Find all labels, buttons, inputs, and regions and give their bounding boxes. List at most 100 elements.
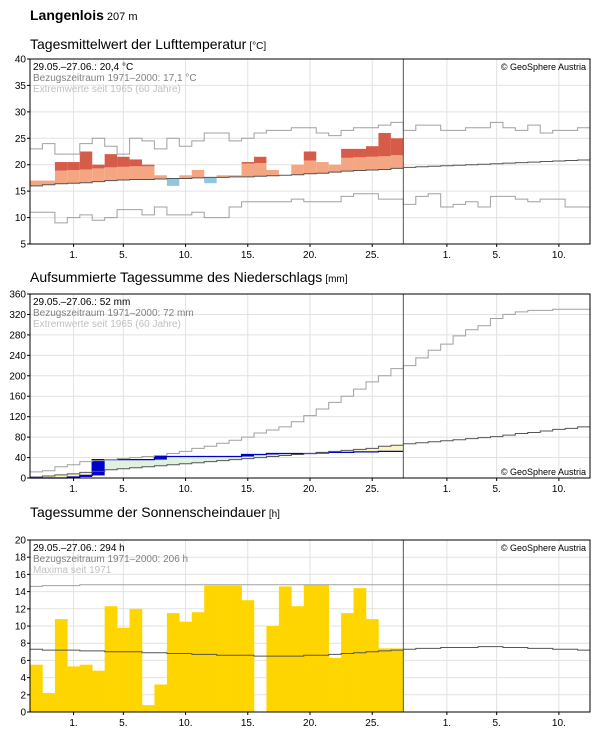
precipitation-extreme-max-line <box>30 308 590 473</box>
temperature-warm-bar <box>79 169 93 183</box>
temperature-warm-bar <box>179 175 192 179</box>
sunshine-y-tick-label: 20 <box>15 536 27 547</box>
sunshine-bar <box>179 621 193 712</box>
precipitation-daily-block <box>241 454 254 457</box>
temperature-warm-bar <box>341 157 354 172</box>
temperature-hot-bar <box>92 164 105 169</box>
precipitation-info-extreme: Extremwerte seit 1965 (60 Jahre) <box>33 319 181 330</box>
sunshine-bar <box>216 585 230 712</box>
precipitation-diff-area <box>378 446 391 452</box>
precipitation-x-tick-label: 10. <box>552 484 566 495</box>
sunshine-bar <box>241 600 255 712</box>
precipitation-diff-area <box>254 454 267 458</box>
temperature-y-tick-label: 15 <box>15 187 27 198</box>
temperature-warm-bar <box>353 157 366 171</box>
sunshine-bar <box>266 626 280 712</box>
precipitation-y-tick-label: 320 <box>9 310 26 321</box>
temperature-hot-bar <box>353 148 366 158</box>
precipitation-frame <box>29 293 591 479</box>
temperature-reference-line <box>30 159 590 187</box>
temperature-warm-bar <box>390 155 404 169</box>
temperature-chart-title: Tagesmittelwert der Lufttemperatur [°C] <box>30 36 266 52</box>
temperature-hot-bar <box>366 146 379 157</box>
temperature-info-reference: Bezugszeitraum 1971–2000: 17,1 °C <box>33 73 197 84</box>
temperature-hot-bar <box>341 148 354 158</box>
precipitation-info-reference: Bezugszeitraum 1971–2000: 72 mm <box>33 308 194 319</box>
sunshine-y-tick-label: 14 <box>15 587 27 598</box>
sunshine-bar <box>278 586 292 712</box>
temperature-x-tick-label: 1. <box>69 250 77 261</box>
sunshine-y-tick-label: 0 <box>20 708 26 719</box>
temperature-warm-bar <box>328 164 342 173</box>
temperature-x-tick-label: 15. <box>241 250 255 261</box>
precipitation-x-tick-label: 25. <box>365 484 379 495</box>
sunshine-y-tick-label: 10 <box>15 622 27 633</box>
sunshine-y-tick-label: 8 <box>20 639 26 650</box>
sunshine-bar <box>142 705 155 712</box>
sunshine-y-tick-label: 6 <box>20 656 26 667</box>
temperature-hot-bar <box>303 151 317 161</box>
precipitation-diff-area <box>129 459 142 468</box>
sunshine-bar <box>67 666 81 712</box>
sunshine-bar <box>366 619 379 712</box>
sunshine-frame <box>29 539 591 713</box>
precipitation-daily-block <box>92 459 105 476</box>
precipitation-diff-area <box>166 456 180 465</box>
sunshine-x-tick-label: 5. <box>119 718 127 729</box>
precipitation-chart-title: Aufsummierte Tagessumme des Niederschlag… <box>30 269 348 285</box>
precipitation-title-text: Aufsummierte Tagessumme des Niederschlag… <box>30 269 323 285</box>
temperature-info-current: 29.05.–27.06.: 20,4 °C <box>33 62 133 73</box>
temperature-hot-bar <box>129 159 142 167</box>
precipitation-daily-block <box>154 456 167 460</box>
precipitation-copyright: © GeoSphere Austria <box>501 467 586 477</box>
sunshine-bar <box>154 684 168 712</box>
sunshine-bar <box>166 613 180 712</box>
sunshine-x-tick-label: 10. <box>552 718 566 729</box>
temperature-hot-bar <box>67 162 80 170</box>
precipitation-info-current: 29.05.–27.06.: 52 mm <box>33 297 130 308</box>
precipitation-diff-area <box>366 448 379 452</box>
precipitation-diff-area <box>54 474 68 478</box>
precipitation-diff-area <box>142 459 155 467</box>
temperature-x-tick-label: 10. <box>179 250 193 261</box>
precipitation-unit: [mm] <box>325 274 348 285</box>
temperature-frame <box>29 58 591 245</box>
temperature-warm-bar <box>229 175 242 177</box>
temperature-warm-bar <box>117 166 130 181</box>
sunshine-reference-line <box>30 646 590 657</box>
temperature-y-tick-label: 10 <box>15 213 27 224</box>
precipitation-diff-area <box>216 456 230 461</box>
sunshine-bar <box>30 664 43 712</box>
temperature-extreme-min-line <box>30 193 590 224</box>
sunshine-bar <box>316 584 329 712</box>
temperature-unit: [°C] <box>249 41 267 52</box>
temperature-warm-bar <box>142 166 155 180</box>
temperature-y-tick-label: 25 <box>15 134 27 145</box>
temperature-warm-bar <box>241 163 254 177</box>
station-title: Langenlois 207 m <box>30 7 137 23</box>
sunshine-title-text: Tagessumme der Sonnenscheindauer <box>30 504 266 520</box>
sunshine-bar <box>353 588 367 712</box>
temperature-warm-bar <box>92 168 105 182</box>
temperature-warm-bar <box>291 164 304 175</box>
sunshine-info-current: 29.05.–27.06.: 294 h <box>33 543 125 554</box>
sunshine-bar <box>191 612 205 712</box>
precipitation-x-tick-label: 20. <box>303 484 317 495</box>
precipitation-x-tick-label: 10. <box>179 484 193 495</box>
sunshine-x-tick-label: 20. <box>303 718 317 729</box>
temperature-x-tick-label: 20. <box>303 250 317 261</box>
precipitation-diff-area <box>353 449 366 452</box>
sunshine-chart-title: Tagessumme der Sonnenscheindauer [h] <box>30 504 280 520</box>
sunshine-y-tick-label: 16 <box>15 570 27 581</box>
precipitation-diff-area <box>79 472 93 476</box>
temperature-hot-bar <box>378 133 391 157</box>
sunshine-y-tick-label: 2 <box>20 690 26 701</box>
sunshine-x-tick-label: 5. <box>492 718 500 729</box>
precipitation-cumulative-line <box>30 450 404 479</box>
precipitation-y-tick-label: 280 <box>9 330 26 341</box>
temperature-hot-bar <box>117 156 130 167</box>
temperature-warm-bar <box>316 162 329 174</box>
